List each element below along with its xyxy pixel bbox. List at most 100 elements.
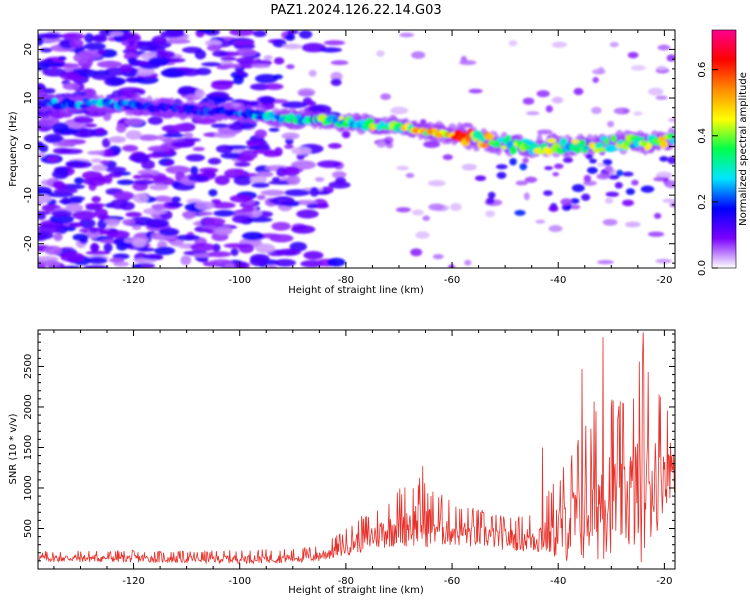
heatmap-cell <box>666 54 675 62</box>
heatmap-cell <box>220 56 237 62</box>
heatmap-cell <box>179 68 202 77</box>
heatmap-cell <box>396 165 409 171</box>
heatmap-cell <box>142 253 163 260</box>
heatmap-cell <box>38 259 46 268</box>
heatmap-cell <box>175 234 201 241</box>
heatmap-cell <box>254 129 267 139</box>
heatmap-cell <box>57 224 68 230</box>
heatmap-cell <box>405 172 415 179</box>
snr-x-label: Height of straight line (km) <box>288 585 424 596</box>
heatmap-cell <box>380 93 391 101</box>
heatmap-cell <box>554 163 564 169</box>
heatmap-cell <box>166 130 181 135</box>
heatmap-cell <box>551 41 567 48</box>
heatmap-cell <box>147 145 172 152</box>
heatmap-cell <box>125 130 142 140</box>
heatmap-cell <box>233 40 255 46</box>
heatmap-cell <box>314 177 325 182</box>
heatmap-cell <box>235 48 257 57</box>
heatmap-cell <box>42 32 62 40</box>
heatmap-cell <box>648 87 664 96</box>
heatmap-cell <box>89 227 99 233</box>
heatmap-cell <box>552 172 560 177</box>
heatmap-cell <box>659 156 669 162</box>
heatmap-cell <box>229 194 253 203</box>
heatmap-cell <box>241 206 255 213</box>
heatmap-cell <box>106 230 130 239</box>
x-tick-label: -40 <box>550 275 566 286</box>
heatmap-cell <box>139 173 154 180</box>
colorbar: 0.0 0.2 0.4 0.6 Normalized spectral amplitu… <box>697 29 749 276</box>
heatmap-cell <box>281 101 308 109</box>
y-tick-label: 2000 <box>23 394 34 419</box>
heatmap-cell <box>573 87 584 96</box>
heatmap-cell <box>546 138 557 144</box>
heatmap-cell <box>84 33 94 43</box>
figure-title: PAZ1.2024.126.22.14.G03 <box>270 3 441 18</box>
snr-axes: -120 -100 -80 -60 -40 -20 500 1000 1500 2000 2500 <box>23 330 675 587</box>
heatmap-cell <box>154 246 176 255</box>
heatmap-cell <box>263 55 273 61</box>
heatmap-cell <box>308 69 317 77</box>
heatmap-cell <box>194 49 207 60</box>
heatmap-cell <box>238 243 255 254</box>
y-tick-label: -10 <box>23 187 34 203</box>
heatmap-cell <box>247 100 260 107</box>
heatmap-cell <box>571 184 585 193</box>
heatmap-cell <box>124 118 144 126</box>
heatmap-cell <box>604 165 613 173</box>
heatmap-cell <box>631 65 646 71</box>
heatmap-cell <box>594 142 605 149</box>
heatmap-cell <box>603 137 610 145</box>
heatmap-cell <box>137 169 160 176</box>
heatmap-cell <box>598 147 606 153</box>
heatmap-cell <box>376 140 387 148</box>
spectrogram-frame <box>37 29 676 269</box>
heatmap-cell <box>233 74 244 85</box>
heatmap-cell <box>655 258 672 264</box>
y-tick-label: 500 <box>23 519 34 538</box>
heatmap-cell <box>42 68 67 77</box>
heatmap-cell <box>442 154 453 161</box>
y-tick-label: 2500 <box>23 354 34 379</box>
x-tick-label: -40 <box>550 576 566 587</box>
heatmap-cell <box>376 50 385 57</box>
heatmap-cell <box>317 203 330 209</box>
heatmap-cell <box>72 210 97 220</box>
heatmap-cell <box>315 190 331 195</box>
heatmap-cell <box>605 191 620 197</box>
heatmap-cell <box>509 146 518 155</box>
heatmap-cell <box>625 188 635 195</box>
heatmap-cell <box>210 123 229 129</box>
heatmap-cell <box>103 242 113 253</box>
heatmap-cell <box>97 49 106 55</box>
heatmap-cell <box>271 221 291 231</box>
heatmap-cell <box>38 143 49 153</box>
heatmap-cell <box>132 224 142 231</box>
heatmap-cell <box>250 83 270 91</box>
heatmap-cell <box>229 30 255 37</box>
heatmap-cell <box>667 133 675 139</box>
heatmap-cell <box>38 37 44 46</box>
heatmap-cell <box>427 180 446 187</box>
heatmap-cell <box>250 175 267 185</box>
heatmap-cell <box>43 88 56 94</box>
heatmap-cell <box>252 30 267 38</box>
heatmap-cell <box>204 39 222 47</box>
heatmap-cell <box>330 78 342 87</box>
heatmap-cell <box>39 37 64 43</box>
heatmap-cell <box>607 120 615 128</box>
heatmap-cell <box>122 218 136 226</box>
heatmap-cell <box>108 257 125 263</box>
heatmap-cell <box>668 117 675 123</box>
heatmap-cell <box>79 218 96 229</box>
heatmap-cell <box>160 30 185 38</box>
heatmap-cell <box>609 41 619 48</box>
heatmap-cell <box>319 47 343 53</box>
heatmap-cell <box>667 156 675 165</box>
heatmap-cell <box>281 132 300 140</box>
heatmap-cell <box>508 40 518 47</box>
heatmap-cell <box>249 256 268 267</box>
